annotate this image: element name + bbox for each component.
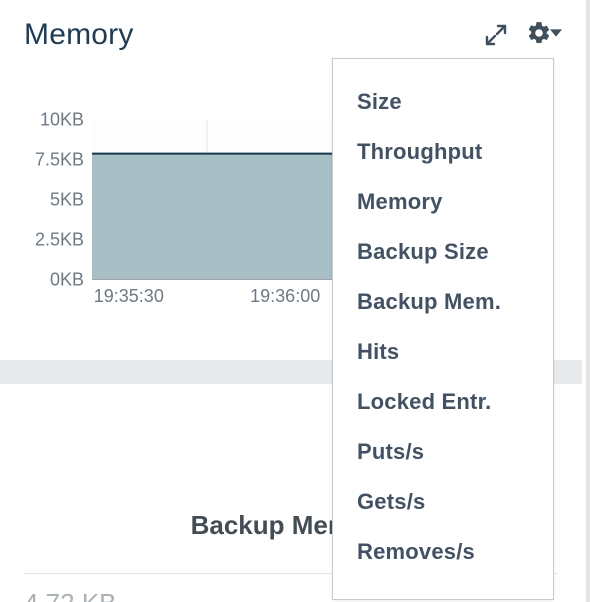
chart-y-axis: 10KB7.5KB5KB2.5KB0KB	[0, 120, 90, 280]
chart-x-tick: 19:35:30	[94, 286, 164, 307]
metrics-menu-item[interactable]: Throughput	[333, 127, 553, 177]
memory-panel: Memory 10KB 7.5KB 5KB 2.5KB 0KB	[0, 0, 590, 602]
chart-y-tick: 7.5KB	[35, 150, 84, 171]
panel-title: Memory	[24, 18, 134, 52]
metrics-menu-item[interactable]: Backup Size	[333, 227, 553, 277]
chart-y-tick: 0KB	[50, 270, 84, 291]
metrics-menu-item[interactable]: Memory	[333, 177, 553, 227]
metrics-menu-item[interactable]: Hits	[333, 327, 553, 377]
caret-down-icon	[550, 26, 562, 44]
metrics-menu-item[interactable]: Size	[333, 77, 553, 127]
chart-x-tick: 19:36:00	[250, 286, 320, 307]
chart-y-tick: 10KB	[40, 110, 84, 131]
chart-y-tick: 2.5KB	[35, 230, 84, 251]
expand-icon[interactable]	[484, 23, 508, 47]
metrics-menu-item[interactable]: Locked Entr.	[333, 377, 553, 427]
metrics-menu[interactable]: SizeThroughputMemoryBackup SizeBackup Me…	[332, 58, 554, 600]
gear-icon	[526, 20, 552, 51]
panel-header: Memory	[0, 0, 586, 60]
metrics-menu-item[interactable]: Backup Mem.	[333, 277, 553, 327]
metrics-menu-item[interactable]: Removes/s	[333, 527, 553, 577]
settings-button[interactable]	[526, 20, 562, 51]
metrics-menu-item[interactable]: Gets/s	[333, 477, 553, 527]
metrics-menu-item[interactable]: Puts/s	[333, 427, 553, 477]
chart-y-tick: 5KB	[50, 190, 84, 211]
